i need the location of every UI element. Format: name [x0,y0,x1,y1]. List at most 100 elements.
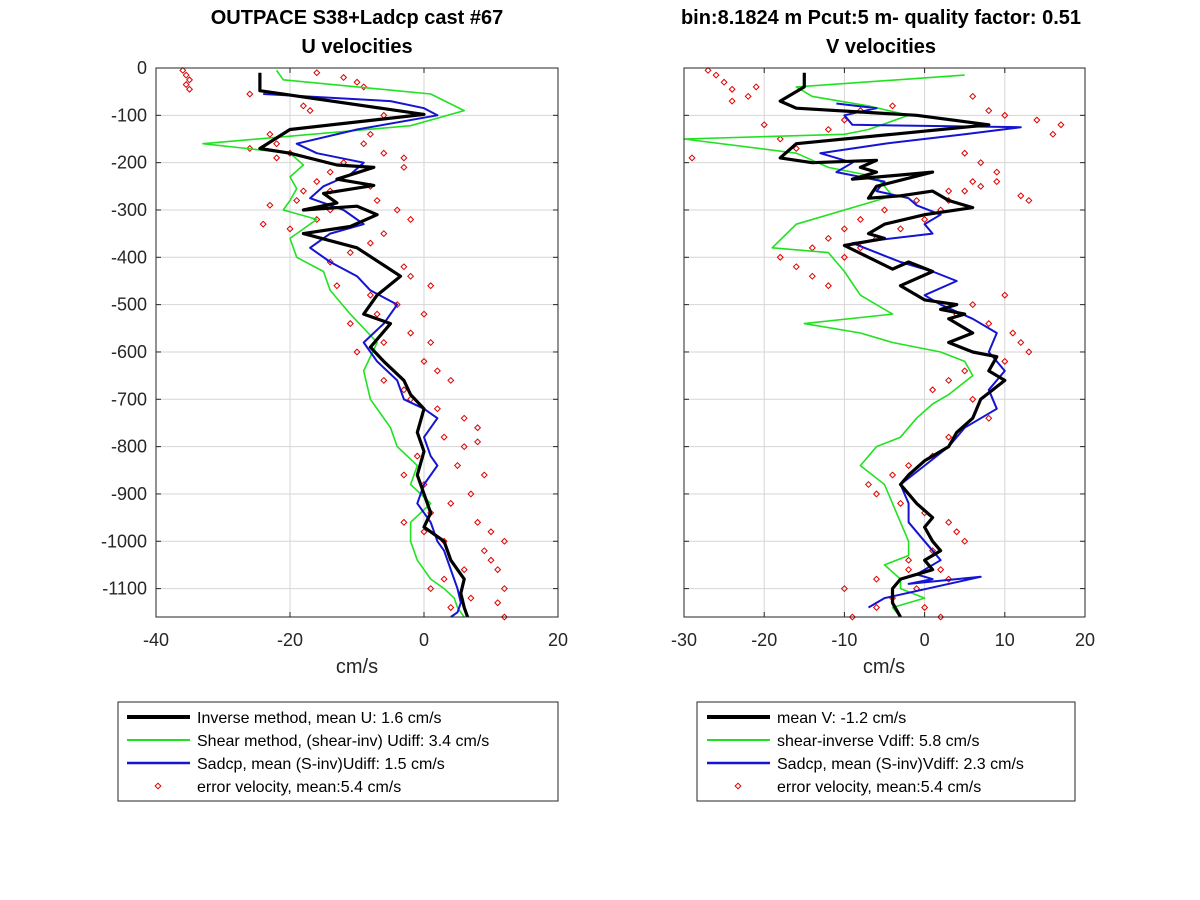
u-error-marker [447,603,455,612]
u-error-marker [266,201,274,209]
u-legend-error-label: error velocity, mean:5.4 cm/s [197,779,401,796]
v-error-marker [961,537,969,545]
u-error-marker [313,178,321,186]
v-error-marker [752,83,760,91]
u-x-tick-label: -20 [277,630,303,650]
u-error-marker [474,518,482,526]
u-series-group [179,66,508,621]
u-error-marker [413,452,421,460]
v-error-marker [792,263,800,271]
u-plot-area [156,68,558,617]
u-error-marker [366,239,374,247]
u-error-marker [440,575,448,583]
u-error-marker [299,102,307,110]
v-error-marker [712,71,720,79]
u-y-tick-label: -800 [111,437,147,457]
u-error-marker [273,140,281,148]
u-x-tick-label: 20 [548,630,568,650]
u-error-marker [185,76,194,84]
v-error-marker [905,462,913,470]
u-error-marker [407,329,415,337]
u-error-marker [380,149,388,157]
u-error-marker [427,338,435,347]
v-error-marker [1057,121,1065,129]
v-error-marker [937,613,945,621]
v-error-marker [985,414,993,422]
v-shear-line [683,74,974,618]
u-error-marker [427,585,435,593]
v-error-marker [720,78,728,86]
v-error-marker [945,376,953,384]
v-error-marker [872,490,881,498]
v-error-marker [1033,116,1041,124]
v-error-marker [905,556,913,564]
u-error-marker [333,282,341,290]
v-error-marker [969,178,977,186]
u-error-marker [480,471,488,479]
v-error-marker [824,125,832,134]
v-error-marker [864,480,872,489]
u-error-marker [400,386,408,394]
v-error-marker [824,234,832,242]
u-error-marker [185,85,194,93]
u-legend-box [117,701,559,802]
v-legend-sadcp-label: Sadcp, mean (S-inv)Vdiff: 2.3 cm/s [777,756,1024,773]
v-velocities-chart: bin:8.1824 m Pcut:5 m- quality factor: 0… [671,7,1095,802]
v-error-marker [808,244,816,252]
u-error-marker [480,547,488,555]
u-error-marker [400,471,408,479]
u-x-tick-label: 0 [419,630,429,650]
u-error-marker [299,187,307,195]
v-error-marker [897,225,905,233]
u-error-marker [373,310,381,318]
u-error-marker [500,537,508,545]
v-y-ticks [684,67,1085,590]
v-error-marker [1025,196,1033,205]
v-error-marker [913,196,921,205]
u-y-tick-label: -700 [111,389,147,409]
v-error-marker [888,102,897,110]
v-x-axis-label: cm/s [863,656,905,678]
u-legend: Inverse method, mean U: 1.6 cm/s Shear m… [117,701,559,802]
u-error-marker [420,310,428,318]
u-error-marker [346,249,354,257]
u-legend-error-swatch [154,782,162,790]
v-error-marker [977,159,985,167]
v-error-marker [704,66,712,74]
v-x-tick-label: -20 [751,630,777,650]
v-error-marker [993,178,1001,186]
u-error-marker [420,357,428,365]
u-error-marker [400,163,408,171]
u-error-marker [400,518,408,526]
u-error-marker [353,348,361,356]
u-error-marker [259,220,267,228]
u-legend-shear-label: Shear method, (shear-inv) Udiff: 3.4 cm/… [197,733,489,750]
v-legend-inverse-label: mean V: -1.2 cm/s [777,710,906,727]
v-x-ticks: -30 -20 -10 0 10 20 [671,68,1095,650]
u-error-marker [494,566,502,574]
u-error-marker [293,196,301,205]
v-error-marker [1001,111,1009,119]
v-error-marker [840,253,848,261]
u-error-marker [182,81,190,89]
v-chart-subtitle: V velocities [826,36,936,58]
v-error-marker [993,168,1001,176]
v-error-marker [728,85,736,93]
u-chart-subtitle: U velocities [301,36,412,58]
v-error-marker [872,603,881,612]
v-error-marker [1001,291,1009,299]
u-error-marker [393,206,401,214]
v-error-marker [921,215,929,223]
v-legend-error-swatch [734,782,742,790]
u-error-marker [346,320,354,328]
u-error-marker [467,490,475,498]
v-legend-error-label: error velocity, mean:5.4 cm/s [777,779,981,796]
u-error-marker [380,376,388,384]
u-plot-frame [155,67,559,618]
u-error-marker [326,168,334,176]
u-error-marker [182,71,190,79]
v-plot-frame [683,67,1086,618]
v-error-marker [985,320,993,328]
v-error-marker [921,603,929,612]
v-grid [684,68,1085,617]
